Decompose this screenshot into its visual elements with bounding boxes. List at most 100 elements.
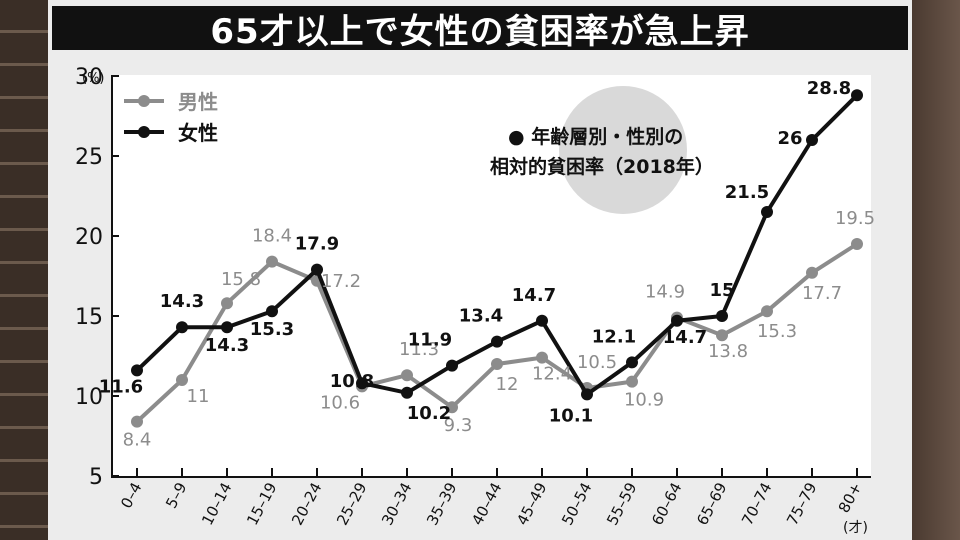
- data-point-female: [626, 356, 638, 369]
- data-label-male: 11: [187, 386, 210, 407]
- x-tick-label: 40–44: [468, 479, 505, 528]
- data-point-female: [221, 321, 233, 334]
- data-label-male: 10.5: [577, 352, 617, 373]
- data-point-male: [761, 305, 773, 318]
- data-point-female: [446, 359, 458, 372]
- data-point-male: [176, 374, 188, 386]
- data-point-male: [446, 401, 458, 414]
- data-point-female: [401, 386, 413, 399]
- data-point-female: [491, 335, 503, 348]
- y-tick-label: 25: [75, 145, 103, 170]
- data-point-female: [266, 305, 278, 318]
- data-label-female: 11.6: [99, 376, 143, 397]
- data-label-female: 28.8: [807, 78, 851, 99]
- title-bar: 65才以上で女性の貧困率が急上昇: [52, 6, 908, 52]
- data-point-male: [626, 375, 638, 388]
- data-label-female: 14.3: [205, 335, 249, 356]
- data-label-male: 14.9: [645, 282, 685, 303]
- data-point-female: [581, 388, 593, 401]
- data-label-female: 13.4: [459, 306, 503, 327]
- data-point-male: [536, 351, 548, 364]
- x-tick-label: 20–24: [288, 479, 325, 528]
- legend-label-male: 男性: [178, 90, 218, 114]
- annotation-circle: [559, 86, 687, 214]
- data-point-male: [266, 255, 278, 268]
- data-label-male: 12.4: [532, 364, 572, 385]
- data-point-female: [671, 314, 683, 327]
- data-point-female: [806, 134, 818, 146]
- data-label-female: 10.8: [330, 371, 374, 392]
- x-tick-label: 75–79: [783, 479, 820, 528]
- data-point-female: [536, 314, 548, 327]
- x-tick-label: 30–34: [378, 479, 415, 528]
- plot-area: [111, 75, 871, 478]
- background-right: [912, 0, 960, 540]
- data-point-male: [491, 358, 503, 370]
- data-label-male: 11.3: [399, 339, 439, 360]
- data-label-male: 13.8: [708, 341, 748, 362]
- data-label-female: 10.1: [549, 405, 593, 426]
- background-left: [0, 0, 48, 540]
- data-label-male: 19.5: [835, 208, 875, 229]
- y-unit-label: (%): [82, 71, 105, 86]
- data-point-female: [311, 263, 323, 276]
- x-tick-label: 5–9: [162, 479, 190, 511]
- data-point-male: [716, 329, 728, 342]
- y-tick-label: 10: [75, 385, 103, 410]
- x-tick-label: 0–4: [117, 479, 145, 511]
- legend-marker: [138, 126, 150, 138]
- chart-title: 65才以上で女性の貧困率が急上昇: [210, 11, 750, 52]
- y-tick-label: 20: [75, 225, 103, 250]
- x-tick-label: 50–54: [558, 479, 595, 528]
- data-point-male: [221, 297, 233, 310]
- data-label-female: 26: [777, 128, 802, 149]
- data-label-male: 18.4: [252, 226, 292, 247]
- data-label-male: 12: [496, 374, 519, 395]
- data-point-male: [131, 415, 143, 428]
- legend-marker: [138, 95, 150, 107]
- data-point-male: [806, 266, 818, 279]
- x-unit-label: (才): [843, 520, 868, 536]
- data-label-female: 12.1: [592, 326, 636, 347]
- data-label-female: 14.3: [160, 291, 204, 312]
- annotation-text: ● 年齢層別・性別の: [508, 125, 683, 148]
- y-tick-label: 5: [89, 465, 103, 490]
- data-label-female: 15: [709, 280, 734, 301]
- x-tick-label: 10–14: [198, 479, 235, 528]
- x-tick-label: 55–59: [603, 479, 640, 528]
- data-point-male: [851, 238, 863, 250]
- x-tick-label: 80+: [835, 479, 866, 515]
- data-label-male: 15.3: [757, 321, 797, 342]
- data-label-female: 14.7: [663, 327, 707, 348]
- x-tick-label: 45–49: [513, 479, 550, 528]
- x-tick-label: 65–69: [693, 479, 730, 528]
- data-label-male: 17.7: [802, 283, 842, 304]
- data-label-male: 10.6: [320, 392, 360, 413]
- x-tick-label: 35–39: [423, 479, 460, 528]
- data-point-female: [176, 321, 188, 334]
- legend-label-female: 女性: [178, 121, 218, 145]
- data-label-female: 14.7: [512, 285, 556, 306]
- data-label-male: 9.3: [444, 415, 473, 436]
- x-tick-label: 70–74: [738, 479, 775, 528]
- data-point-female: [851, 89, 863, 102]
- y-tick-label: 30: [75, 65, 103, 90]
- data-label-male: 17.2: [321, 271, 361, 292]
- x-tick-label: 25–29: [333, 479, 370, 528]
- data-point-female: [716, 310, 728, 322]
- data-point-female: [761, 206, 773, 218]
- data-label-female: 21.5: [725, 182, 769, 203]
- data-label-female: 15.3: [250, 319, 294, 340]
- data-label-female: 11.9: [408, 330, 452, 351]
- data-label-female: 10.2: [407, 403, 451, 424]
- data-point-female: [356, 377, 368, 390]
- data-label-male: 15.8: [221, 269, 261, 290]
- annotation-text: 相対的貧困率（2018年）: [490, 155, 714, 178]
- data-label-female: 17.9: [295, 234, 339, 255]
- data-point-female: [131, 364, 143, 377]
- data-label-male: 8.4: [123, 430, 152, 451]
- data-point-male: [401, 369, 413, 382]
- x-tick-label: 60–64: [648, 479, 685, 528]
- data-label-male: 10.9: [624, 390, 664, 411]
